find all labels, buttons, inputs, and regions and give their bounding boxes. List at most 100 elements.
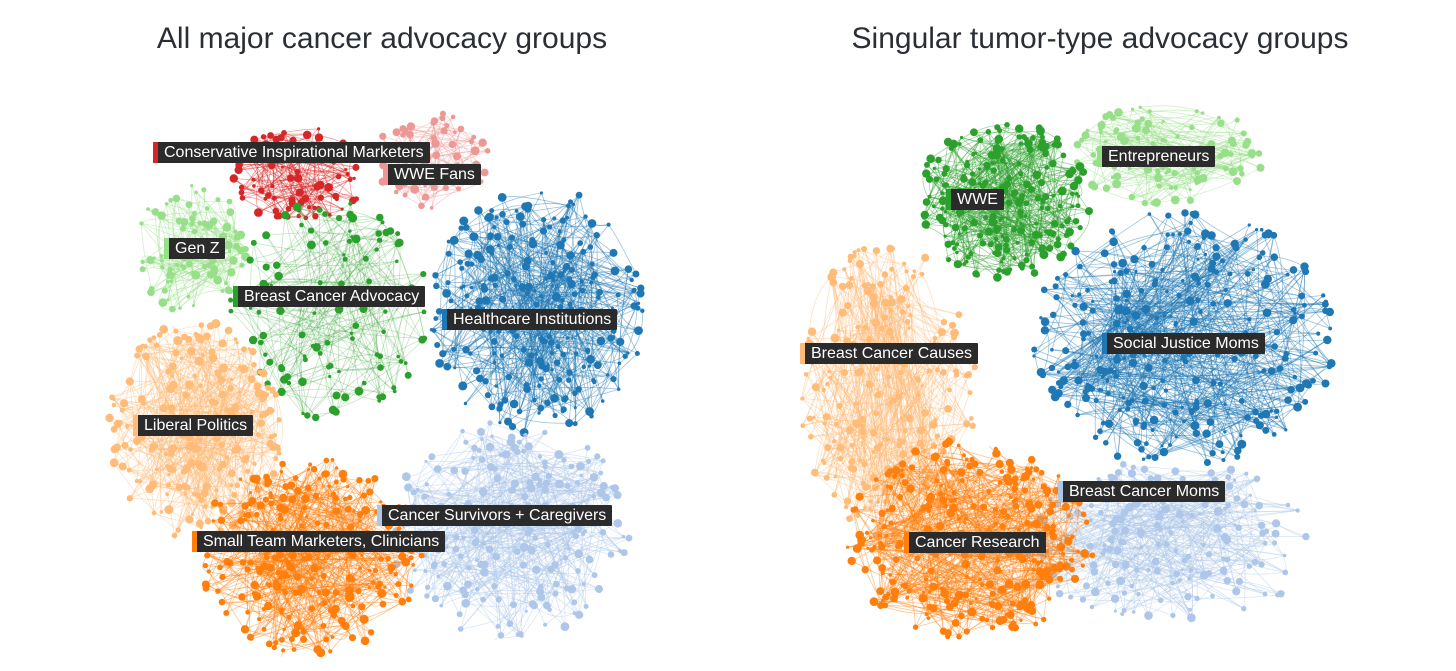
network-edge	[113, 371, 261, 400]
network-node	[551, 561, 559, 569]
network-edge	[539, 480, 587, 607]
network-node	[222, 222, 232, 232]
network-node	[492, 553, 501, 561]
network-node	[533, 301, 540, 308]
network-node	[484, 148, 491, 154]
network-edge	[527, 205, 619, 296]
network-node	[486, 531, 490, 536]
network-node	[1228, 167, 1238, 177]
network-node	[215, 197, 221, 203]
network-node	[154, 467, 159, 472]
network-node	[307, 205, 312, 210]
network-node	[479, 456, 484, 461]
network-node	[245, 609, 251, 615]
network-node	[328, 649, 333, 654]
network-node	[539, 227, 548, 235]
network-node	[379, 132, 387, 140]
network-node	[273, 640, 279, 646]
network-node	[169, 444, 178, 453]
network-node	[330, 491, 337, 498]
network-node	[594, 453, 601, 460]
network-edge	[266, 232, 380, 241]
network-node	[533, 289, 537, 293]
network-edge	[441, 459, 565, 508]
network-edge	[406, 476, 541, 592]
network-node	[260, 190, 265, 194]
right-figure-title: Singular tumor-type advocacy groups	[851, 22, 1349, 55]
network-node	[532, 535, 539, 541]
network-node	[599, 529, 607, 536]
network-node	[301, 194, 310, 203]
network-node	[178, 306, 182, 310]
network-node	[456, 611, 463, 618]
network-node	[617, 361, 622, 366]
network-node	[410, 489, 417, 496]
network-edge	[204, 348, 250, 489]
network-node	[424, 593, 430, 599]
network-node	[170, 373, 175, 378]
network-node	[341, 622, 350, 631]
network-edge	[167, 228, 184, 300]
network-node	[528, 600, 537, 608]
network-edge	[578, 194, 594, 278]
network-node	[295, 188, 304, 197]
network-edge	[484, 288, 561, 308]
network-edge	[491, 341, 546, 408]
network-edge	[489, 446, 532, 551]
network-edge	[167, 258, 185, 300]
network-edge	[460, 466, 492, 630]
network-edge	[447, 352, 589, 369]
network-edge	[145, 356, 222, 532]
network-node	[348, 201, 353, 206]
network-edge	[293, 625, 347, 650]
network-node	[148, 445, 156, 453]
network-node	[524, 442, 533, 451]
network-edge	[341, 273, 424, 285]
network-node	[609, 248, 618, 257]
network-node	[542, 338, 548, 345]
network-edge	[302, 593, 348, 631]
network-node	[508, 234, 515, 241]
network-node	[496, 243, 500, 248]
network-node	[514, 283, 518, 287]
network-node	[460, 428, 465, 434]
network-node	[1088, 180, 1097, 189]
network-node	[545, 541, 551, 548]
network-node	[231, 403, 240, 412]
network-node	[501, 396, 509, 404]
network-node	[340, 207, 344, 211]
network-node	[276, 306, 285, 315]
network-node	[382, 228, 390, 237]
network-node	[296, 213, 301, 219]
network-node	[288, 550, 297, 560]
network-edge	[513, 532, 529, 605]
network-node	[514, 209, 519, 213]
network-edge	[111, 397, 188, 471]
network-edge	[260, 468, 313, 537]
network-edge	[463, 489, 546, 595]
network-edge	[465, 263, 593, 351]
network-edge	[519, 441, 621, 552]
network-edge	[423, 555, 537, 573]
network-node	[267, 132, 274, 139]
network-edge	[417, 489, 513, 496]
network-edge	[481, 458, 490, 544]
network-node	[251, 591, 257, 596]
network-edge	[303, 558, 353, 638]
network-node	[622, 353, 628, 359]
network-node	[482, 378, 489, 385]
network-edge	[542, 340, 555, 399]
network-edge	[541, 302, 639, 367]
network-node	[164, 505, 174, 515]
network-edge	[171, 333, 197, 376]
network-edge	[299, 208, 384, 398]
network-node	[276, 503, 285, 512]
network-node	[336, 215, 343, 222]
network-edge	[444, 255, 571, 353]
network-node	[187, 347, 196, 356]
network-edge	[129, 469, 186, 495]
network-node	[516, 212, 525, 222]
network-edge	[230, 299, 304, 414]
network-node	[344, 168, 348, 171]
network-node	[624, 265, 633, 274]
